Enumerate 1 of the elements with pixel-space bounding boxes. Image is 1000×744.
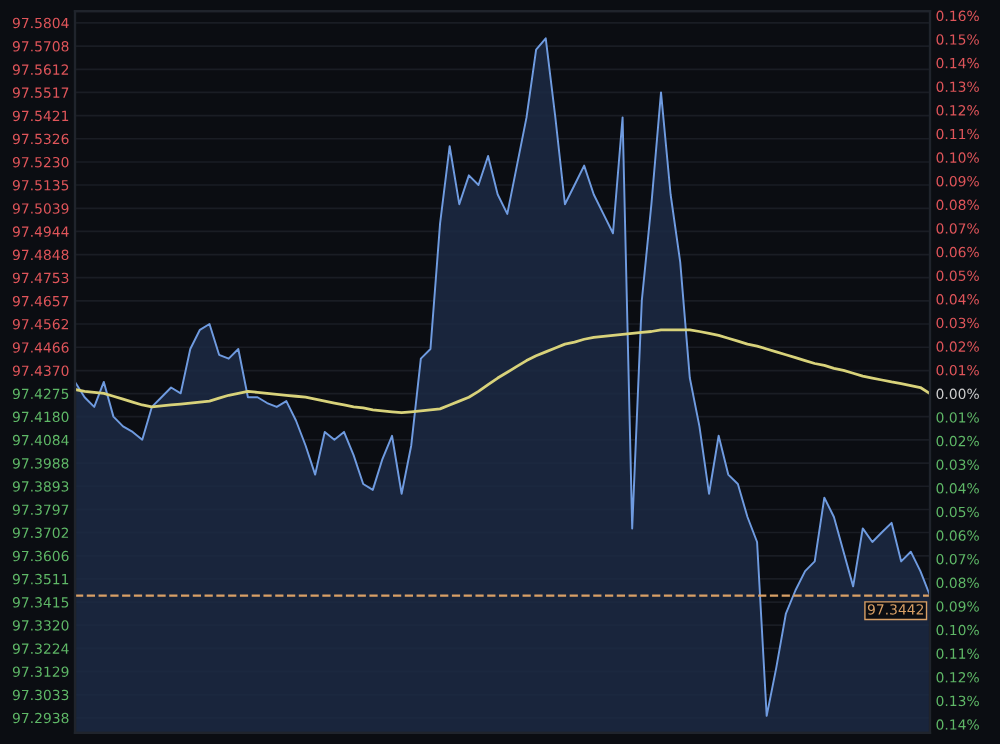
- line-series: [75, 328, 930, 415]
